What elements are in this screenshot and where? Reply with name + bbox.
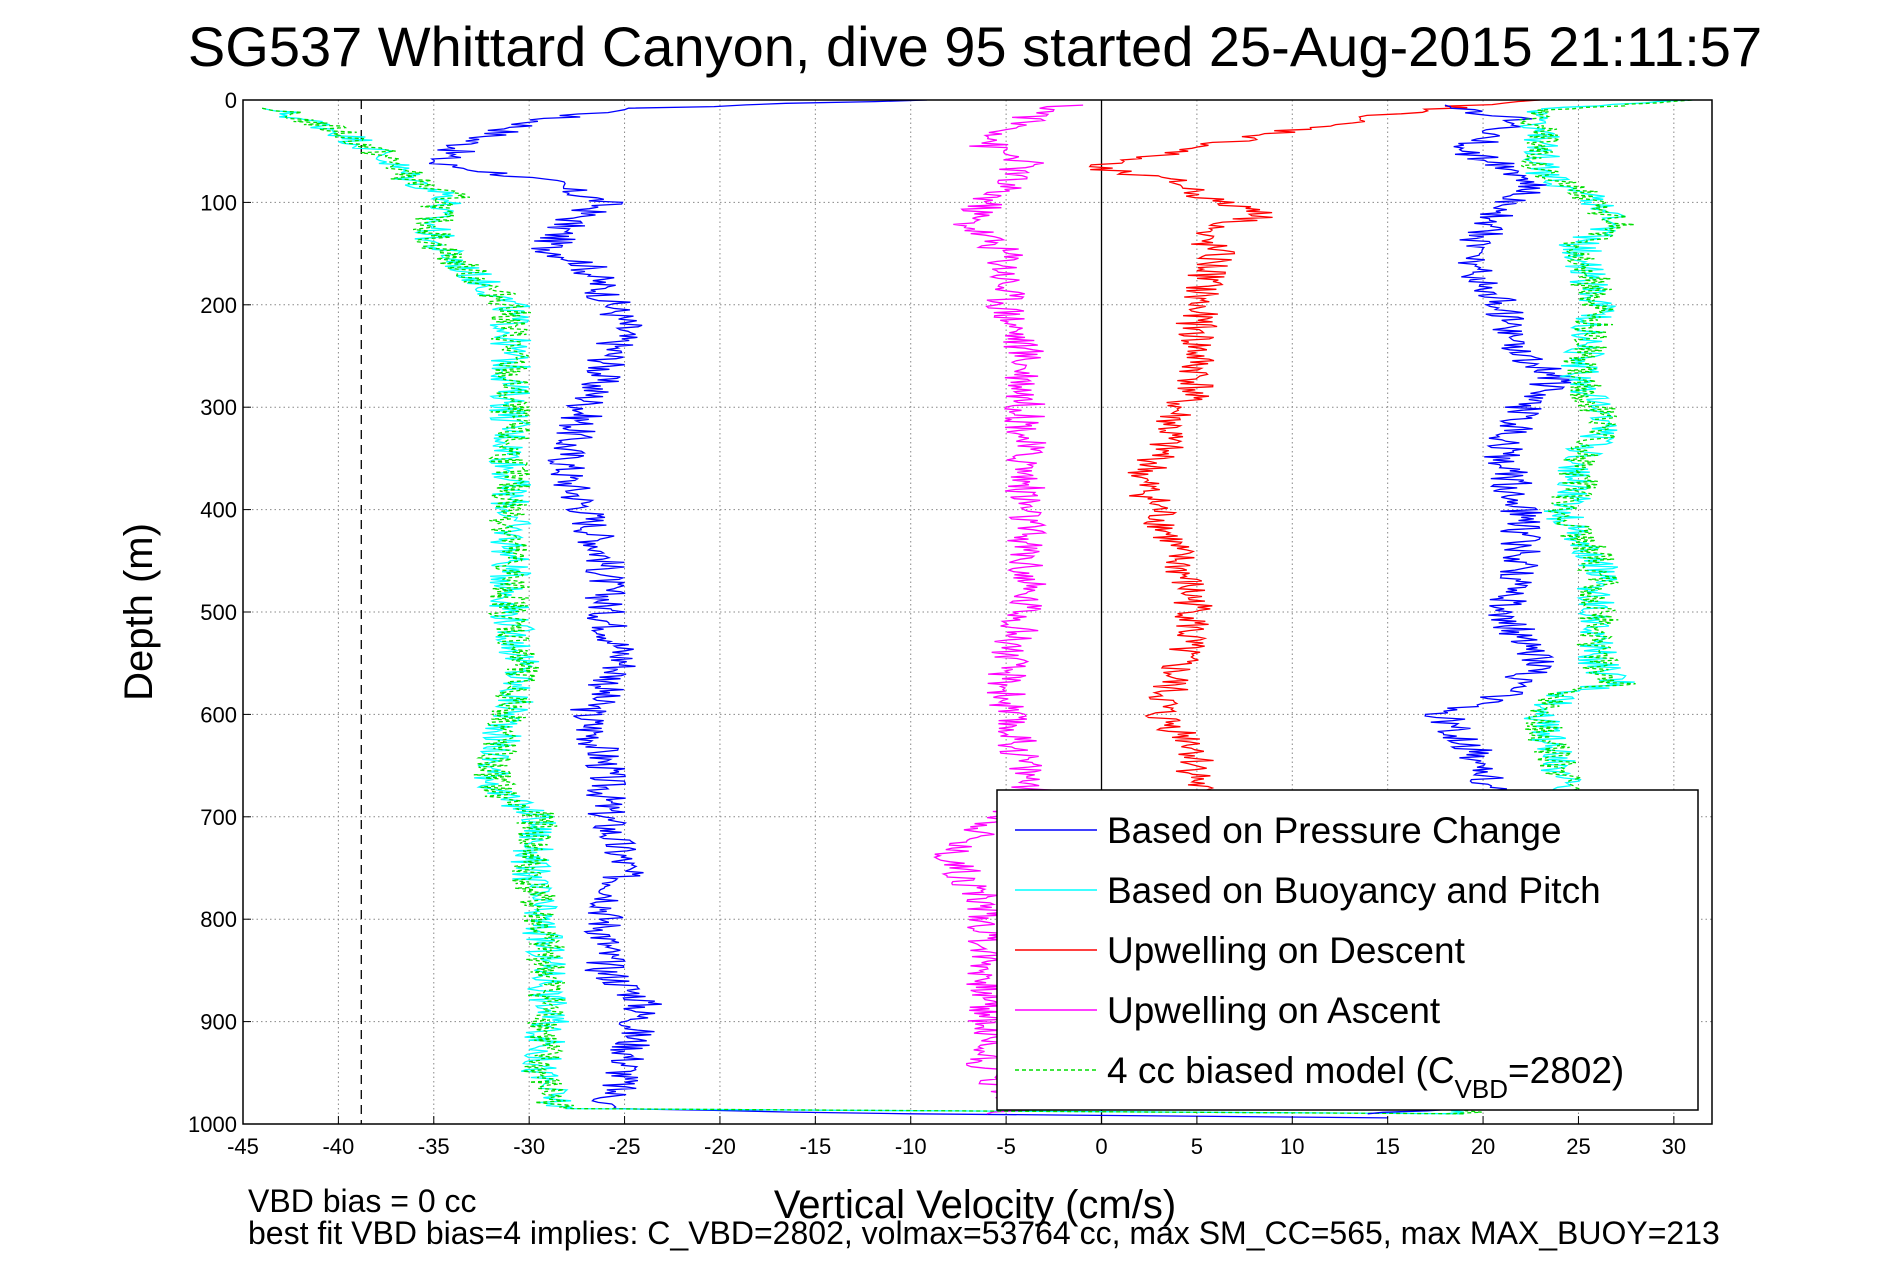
x-tick-label: 10 <box>1280 1134 1304 1159</box>
footer-line-1: VBD bias = 0 cc <box>248 1183 477 1219</box>
x-tick-label: 25 <box>1566 1134 1590 1159</box>
y-tick-label: 900 <box>200 1010 237 1035</box>
legend-label-3: Upwelling on Ascent <box>1107 990 1441 1031</box>
y-tick-label: 500 <box>200 600 237 625</box>
x-tick-label: 5 <box>1191 1134 1203 1159</box>
y-tick-label: 800 <box>200 907 237 932</box>
y-tick-label: 200 <box>200 293 237 318</box>
legend-box <box>996 789 1699 1111</box>
y-tick-label: 1000 <box>188 1112 237 1137</box>
x-tick-label: -30 <box>513 1134 545 1159</box>
x-tick-label: 30 <box>1662 1134 1686 1159</box>
legend-label-1: Based on Buoyancy and Pitch <box>1107 870 1601 911</box>
x-tick-label: -45 <box>227 1134 259 1159</box>
legend-label-2: Upwelling on Descent <box>1107 930 1466 971</box>
x-tick-label: -40 <box>322 1134 354 1159</box>
y-tick-labels: 0 100 200 300 400 500 600 700 800 900 1000 <box>188 88 251 1137</box>
series-line-7 <box>1446 100 1693 1115</box>
x-tick-label: -15 <box>799 1134 831 1159</box>
x-tick-label: -35 <box>418 1134 450 1159</box>
series-line-3 <box>933 104 1084 1115</box>
legend: Based on Pressure Change Based on Buoyanc… <box>996 789 1699 1111</box>
x-tick-label: 0 <box>1095 1134 1107 1159</box>
y-tick-label: 100 <box>200 190 237 215</box>
x-tick-label: 20 <box>1471 1134 1495 1159</box>
x-tick-label: -20 <box>704 1134 736 1159</box>
y-axis-label: Depth (m) <box>117 523 161 701</box>
y-tick-label: 600 <box>200 702 237 727</box>
x-tick-label: -5 <box>996 1134 1016 1159</box>
x-tick-label: -10 <box>895 1134 927 1159</box>
x-tick-label: -25 <box>609 1134 641 1159</box>
x-axis-label: Vertical Velocity (cm/s) <box>774 1183 1176 1227</box>
footer-line-2: best fit VBD bias=4 implies: C_VBD=2802,… <box>248 1215 1720 1251</box>
x-tick-label: 15 <box>1375 1134 1399 1159</box>
y-tick-label: 0 <box>225 88 237 113</box>
series-line-4 <box>261 107 1465 1115</box>
series-line-1 <box>261 107 1465 1115</box>
legend-label-0: Based on Pressure Change <box>1107 810 1562 851</box>
y-tick-label: 300 <box>200 395 237 420</box>
x-tick-labels: -45 -40 -35 -30 -25 -20 -15 -10 -5 0 5 10 15 20 25 30 <box>227 1116 1686 1159</box>
y-tick-label: 700 <box>200 805 237 830</box>
y-tick-label: 400 <box>200 498 237 523</box>
chart-title: SG537 Whittard Canyon, dive 95 started 2… <box>188 15 1762 78</box>
series-line-0 <box>428 100 1388 1119</box>
